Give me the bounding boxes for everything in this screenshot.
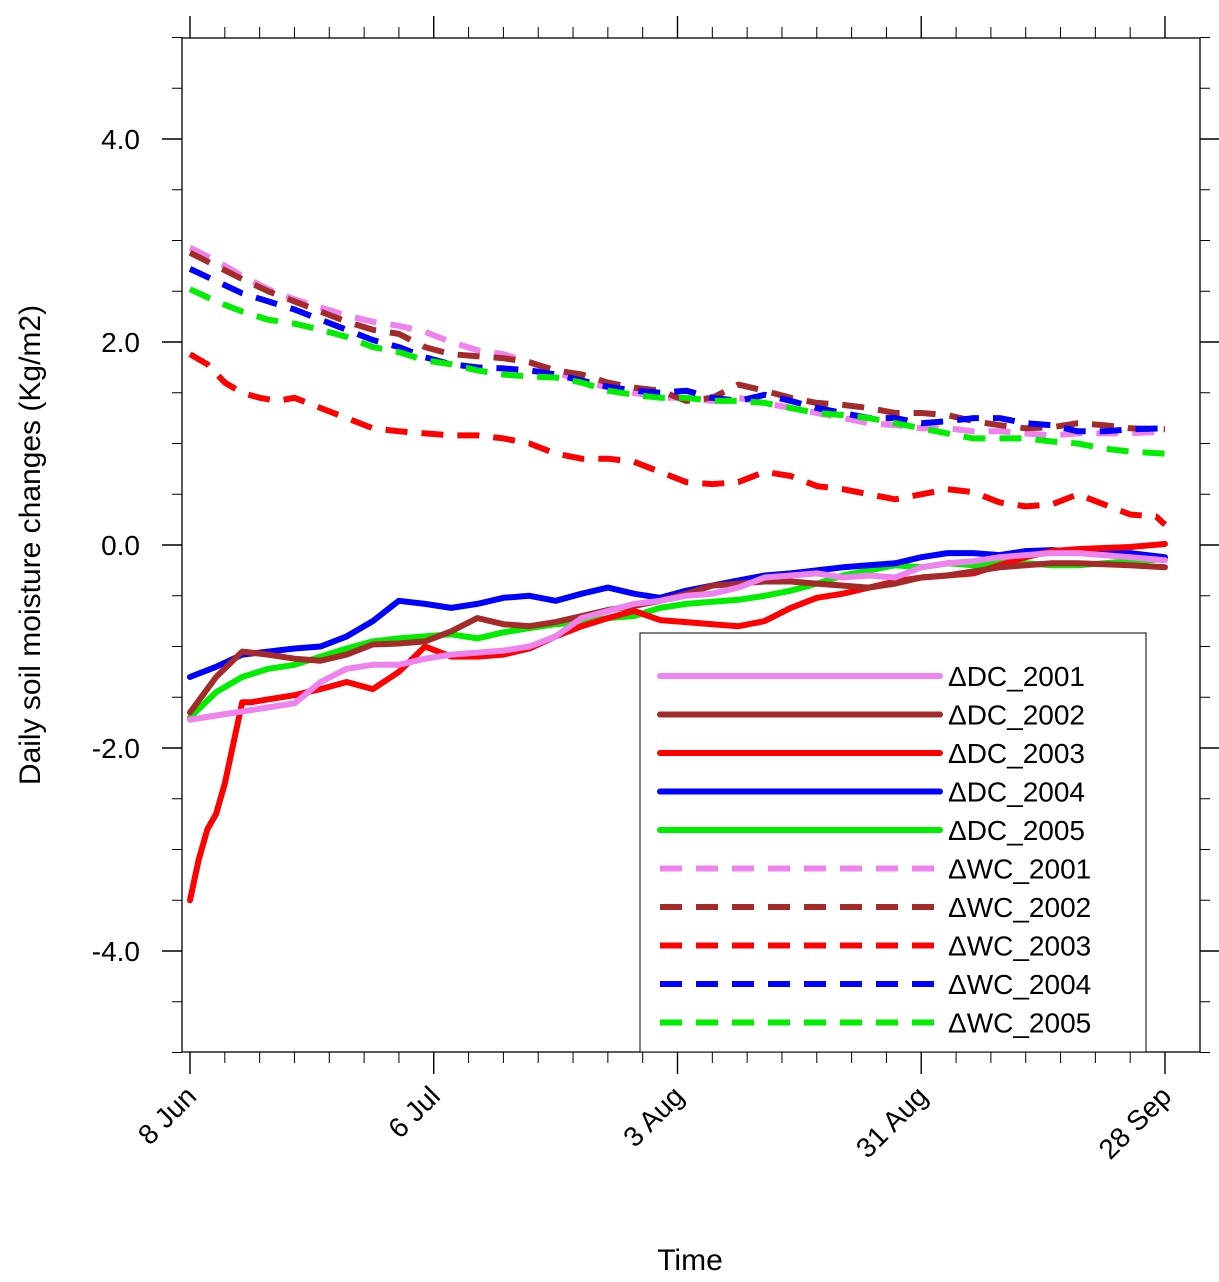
legend-label: ΔDC_2004 [948,777,1085,808]
y-axis-title: Daily soil moisture changes (Kg/m2) [14,305,47,785]
legend-label: ΔWC_2004 [948,969,1091,1000]
legend-label: ΔWC_2005 [948,1008,1091,1039]
y-tick-label: -2.0 [92,733,140,764]
legend-label: ΔWC_2003 [948,931,1091,962]
series-line-dc-2005 [187,556,1168,721]
series-line-dc-2001 [187,550,1168,723]
axis-ticks [162,16,1219,1074]
legend-label: ΔDC_2001 [948,661,1085,692]
y-tick-label: 0.0 [101,530,140,561]
series-lines [187,244,1168,904]
legend: ΔDC_2001 ΔDC_2002 ΔDC_2003 ΔDC_2004 ΔDC_2005… [639,632,1147,1053]
legend-label: ΔWC_2002 [948,892,1091,923]
legend-label: ΔDC_2003 [948,738,1085,769]
series-line-wc-2004 [188,266,1166,435]
legend-label: ΔDC_2002 [948,700,1085,731]
y-tick-labels: 4.0 2.0 0.0 -2.0 -4.0 [92,124,140,967]
x-axis-title: Time [657,1244,723,1277]
y-tick-label: -4.0 [92,936,140,967]
legend-label: ΔDC_2005 [948,815,1085,846]
y-tick-label: 4.0 [101,124,140,155]
legend-label: ΔWC_2001 [948,854,1091,885]
series-line-wc-2002 [188,250,1166,433]
y-tick-label: 2.0 [101,327,140,358]
